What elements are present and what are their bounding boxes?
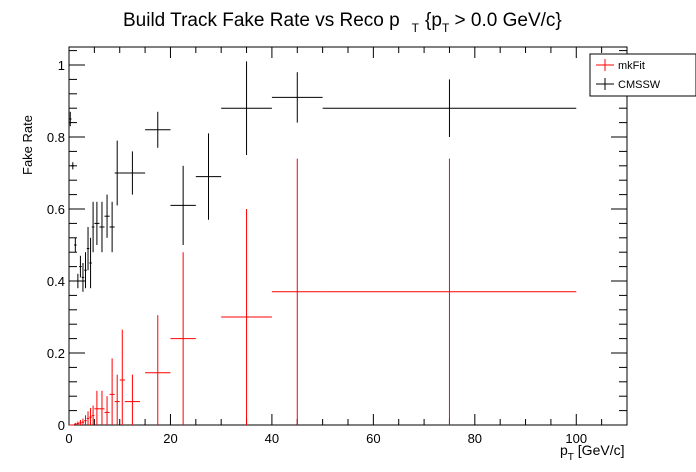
data-point <box>104 396 110 425</box>
data-point <box>86 227 90 271</box>
x-tick-label: 40 <box>265 431 279 446</box>
data-point <box>114 374 120 425</box>
data-point <box>170 165 196 245</box>
data-point <box>322 158 577 425</box>
data-point <box>76 421 80 425</box>
data-point <box>114 140 120 206</box>
data-point <box>271 158 323 425</box>
data-point <box>221 209 272 425</box>
y-tick-label: 0.4 <box>47 274 65 289</box>
data-point <box>322 79 577 137</box>
x-tick-label: 0 <box>65 431 72 446</box>
legend-label-cmssw: CMSSW <box>618 79 661 91</box>
data-point <box>119 329 125 425</box>
y-axis-label: Fake Rate <box>20 115 35 175</box>
x-tick-label: 20 <box>163 431 177 446</box>
legend-box <box>589 53 696 97</box>
data-point <box>94 390 100 425</box>
data-point <box>124 374 141 425</box>
data-point <box>91 405 95 425</box>
data-point <box>99 201 105 253</box>
data-point <box>195 133 222 220</box>
data-point <box>145 315 171 425</box>
y-tick-label: 0 <box>58 418 65 433</box>
data-point <box>74 422 77 425</box>
y-tick-label: 1 <box>58 58 65 73</box>
data-point <box>81 418 85 425</box>
data-point <box>84 252 87 289</box>
series-layer <box>69 61 577 426</box>
data-point <box>119 151 146 195</box>
data-point <box>76 273 80 289</box>
data-point <box>74 237 77 253</box>
data-point <box>86 411 90 425</box>
data-point <box>84 415 87 425</box>
data-point <box>109 358 115 425</box>
data-point <box>71 162 75 170</box>
data-point <box>99 390 105 425</box>
data-point <box>89 237 92 289</box>
series-mkfit <box>69 158 577 426</box>
axis-tick-labels: 0 20 40 60 80 100 0 0.2 0.4 0.6 0.8 1 <box>47 58 587 446</box>
data-point <box>81 263 85 292</box>
legend-entry-cmssw: CMSSW <box>596 78 661 91</box>
data-point <box>145 111 171 148</box>
legend-entry-mkfit: mkFit <box>596 59 645 72</box>
data-point <box>271 72 323 123</box>
legend-label-mkfit: mkFit <box>618 60 645 72</box>
data-point <box>79 255 82 278</box>
data-point <box>170 252 196 425</box>
series-cmssw <box>69 61 577 292</box>
y-tick-label: 0.6 <box>47 202 65 217</box>
data-point <box>221 61 272 155</box>
x-tick-label: 60 <box>366 431 380 446</box>
axis-ticks <box>68 47 628 426</box>
chart-title: Build Track Fake Rate vs Reco p T {pT > 0.… <box>123 10 562 35</box>
data-point <box>79 419 82 425</box>
x-axis-label: pT [GeV/c] <box>560 442 624 463</box>
x-tick-label: 100 <box>565 431 587 446</box>
data-point <box>91 201 95 253</box>
data-point <box>69 111 72 127</box>
legend: mkFit CMSSW <box>589 53 696 97</box>
data-point <box>89 408 92 425</box>
data-point <box>104 194 110 238</box>
x-tick-label: 80 <box>468 431 482 446</box>
data-point <box>109 201 115 253</box>
y-tick-label: 0.8 <box>47 130 65 145</box>
data-point <box>94 201 100 245</box>
y-tick-label: 0.2 <box>47 346 65 361</box>
